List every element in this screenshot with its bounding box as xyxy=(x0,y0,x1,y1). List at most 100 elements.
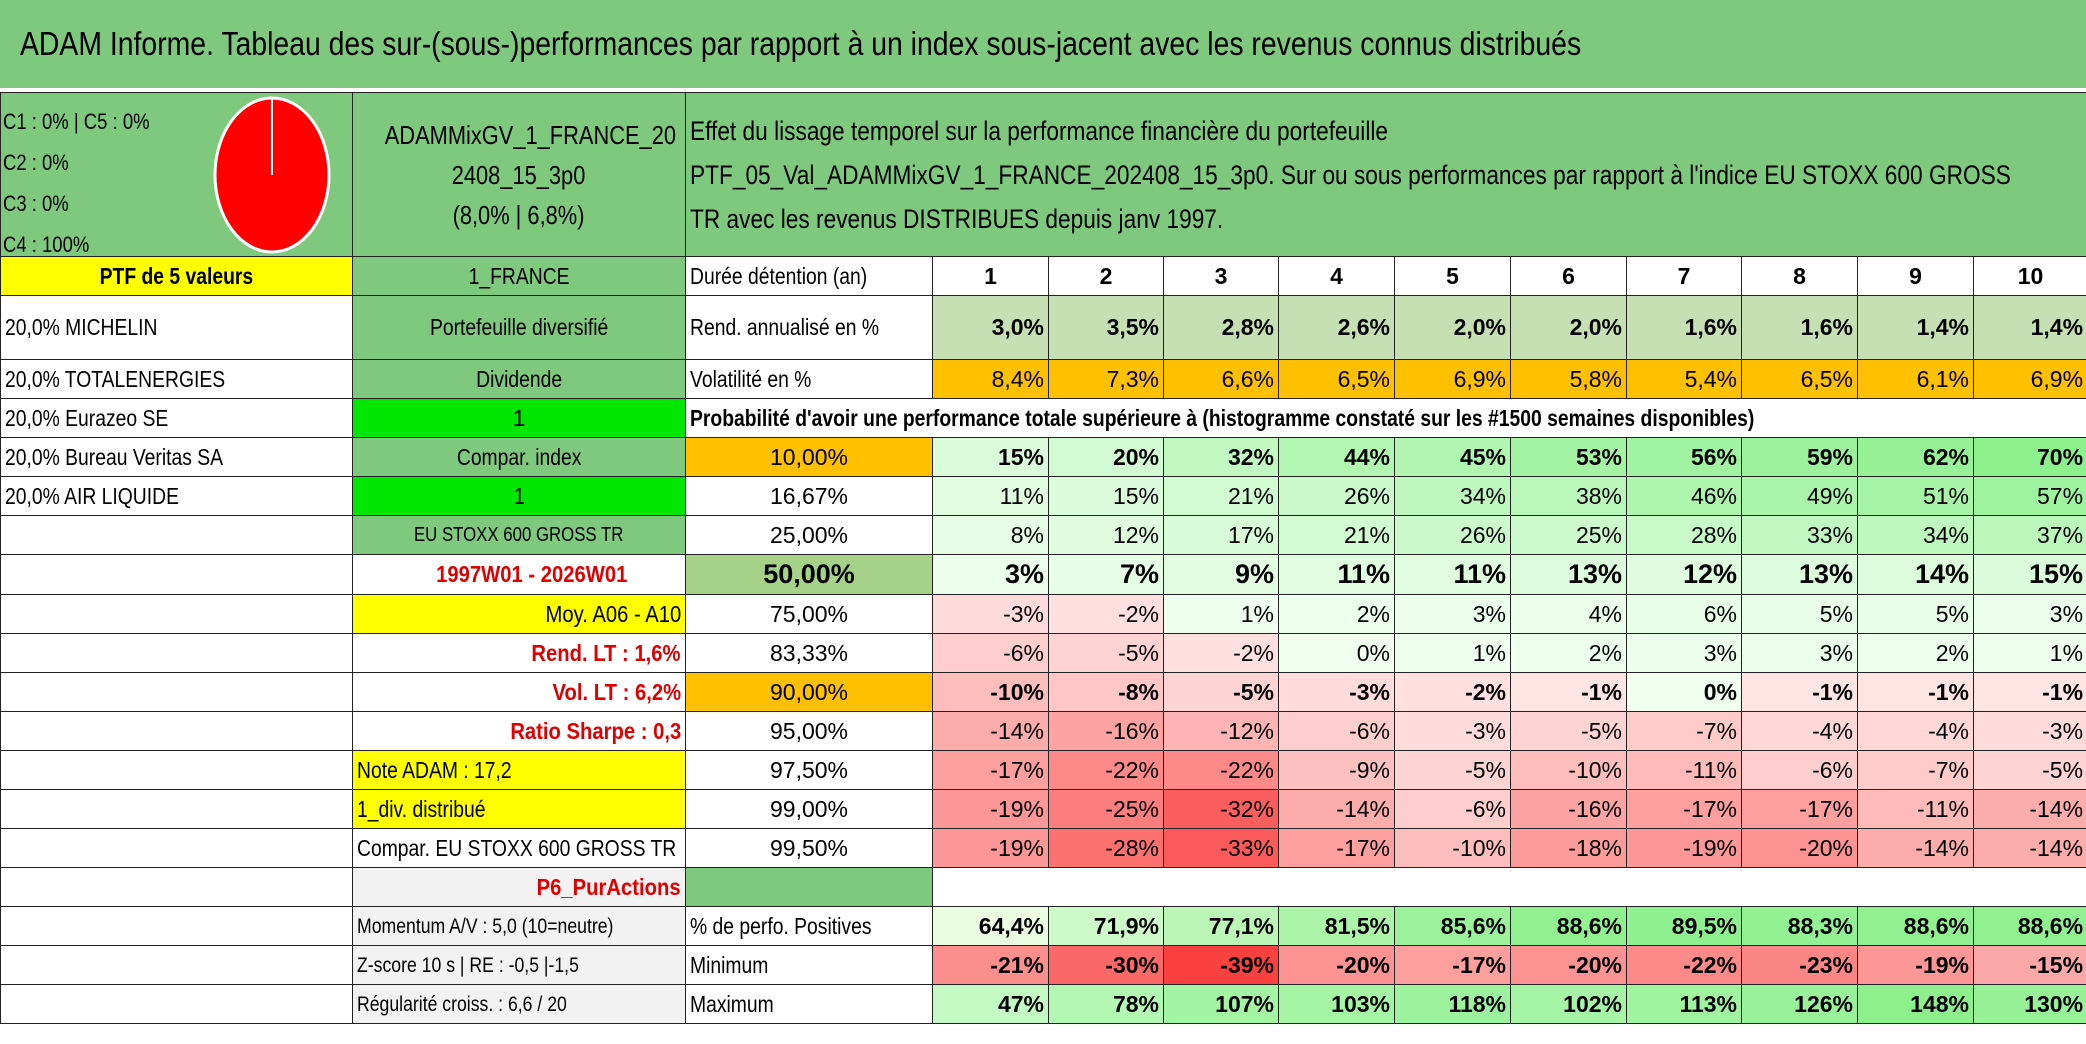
quantile-cell: 13% xyxy=(1510,554,1627,595)
quantile-cell: 2% xyxy=(1510,633,1627,673)
quantile-cell: 59% xyxy=(1741,437,1858,477)
quantile-cell: -5% xyxy=(1163,672,1279,712)
quantile-cell: -9% xyxy=(1278,750,1395,790)
quantile-cell: -5% xyxy=(1394,750,1511,790)
quantile-cell: 21% xyxy=(1163,476,1279,516)
compar-index-label: Compar. index xyxy=(352,437,686,477)
quantile-cell: 3% xyxy=(932,554,1049,595)
quantile-cell: 44% xyxy=(1278,437,1395,477)
positive-cell: 88,6% xyxy=(1510,906,1627,946)
quantile-cell: 8% xyxy=(932,515,1049,555)
quantile-row: 20,0% Bureau Veritas SA Compar. index 10,0… xyxy=(0,437,2086,477)
quantile-label: 10,00% xyxy=(685,437,933,477)
quantile-row: 20,0% AIR LIQUIDE 1 16,67% 11% 15% 21% 26% 34% 3… xyxy=(0,476,2086,516)
diversified-label: Portefeuille diversifié xyxy=(352,295,686,360)
quantile-cell: -32% xyxy=(1163,789,1279,829)
quantile-cell: 13% xyxy=(1741,554,1858,595)
quantile-cell: -14% xyxy=(1857,828,1974,868)
quantile-cell: 11% xyxy=(1278,554,1395,595)
quantile-cell: 32% xyxy=(1163,437,1279,477)
quantile-label: 83,33% xyxy=(685,633,933,673)
quantile-label: 90,00% xyxy=(685,672,933,712)
quantile-cell: 3% xyxy=(1972,594,2086,634)
p6-label: P6_PurActions xyxy=(352,867,686,907)
quantile-cell: 25% xyxy=(1510,515,1627,555)
report-description: Effet du lissage temporel sur la perform… xyxy=(684,92,2086,257)
compar-full-label: Compar. EU STOXX 600 GROSS TR xyxy=(352,828,686,868)
rend-cell: 2,0% xyxy=(1510,295,1627,360)
portfolio-name: ADAMMixGV_1_FRANCE_20 2408_15_3p0 (8,0% … xyxy=(352,92,686,257)
quantile-cell: 12% xyxy=(1626,554,1742,595)
quantile-cell: 9% xyxy=(1163,554,1279,595)
quantile-cell: 7% xyxy=(1048,554,1164,595)
year-header: 6 xyxy=(1510,256,1627,296)
quantile-cell: -14% xyxy=(1278,789,1395,829)
quantile-row: 1997W01 - 2026W01 50,00% 3% 7% 9% 11% 11% 13% 12… xyxy=(0,554,2086,595)
quantile-cell: -1% xyxy=(1857,672,1974,712)
quantile-cell: -1% xyxy=(1741,672,1858,712)
quantile-cell: -5% xyxy=(1048,633,1164,673)
rend-cell: 2,8% xyxy=(1163,295,1279,360)
report-title: ADAM Informe. Tableau des sur-(sous-)per… xyxy=(0,0,2086,88)
quantile-cell: 38% xyxy=(1510,476,1627,516)
momentum-label: Momentum A/V : 5,0 (10=neutre) xyxy=(352,906,686,946)
empty-cell xyxy=(685,867,933,907)
minimum-cell: -22% xyxy=(1626,945,1742,985)
quantile-cell: -11% xyxy=(1857,789,1974,829)
quantile-cell: 51% xyxy=(1857,476,1974,516)
legend-c1-c5: C1 : 0% | C5 : 0% xyxy=(3,109,150,134)
one-flag-b: 1 xyxy=(352,476,686,516)
quantile-cell: -10% xyxy=(932,672,1049,712)
rend-cell: 1,4% xyxy=(1972,295,2086,360)
quantile-cell: 2% xyxy=(1278,594,1395,634)
quantile-cell: -10% xyxy=(1510,750,1627,790)
quantile-cell: -8% xyxy=(1048,672,1164,712)
quantile-cell: -5% xyxy=(1510,711,1627,751)
quantile-cell: 2% xyxy=(1857,633,1974,673)
minimum-cell: -30% xyxy=(1048,945,1164,985)
maximum-cell: 118% xyxy=(1394,984,1511,1024)
quantile-label: 75,00% xyxy=(685,594,933,634)
quantile-cell: 26% xyxy=(1278,476,1395,516)
quantile-cell: -7% xyxy=(1626,711,1742,751)
quantile-cell: -3% xyxy=(1972,711,2086,751)
positive-cell: 64,4% xyxy=(932,906,1049,946)
positive-cell: 88,6% xyxy=(1857,906,1974,946)
quantile-cell: -19% xyxy=(932,828,1049,868)
quantile-cell: -10% xyxy=(1394,828,1511,868)
legend-c3: C3 : 0% xyxy=(3,191,69,216)
quantile-cell: 1% xyxy=(1163,594,1279,634)
moy-label: Moy. A06 - A10 xyxy=(352,594,686,634)
empty-cell xyxy=(0,672,353,712)
quantile-cell: 15% xyxy=(1048,476,1164,516)
quantile-cell: 28% xyxy=(1626,515,1742,555)
maximum-cell: 107% xyxy=(1163,984,1279,1024)
quantile-row: EU STOXX 600 GROSS TR 25,00% 8% 12% 17% 21% 26… xyxy=(0,515,2086,555)
quantile-row: Ratio Sharpe : 0,3 95,00% -14% -16% -12% -6% -… xyxy=(0,711,2086,751)
positive-cell: 89,5% xyxy=(1626,906,1742,946)
positive-cell: 88,6% xyxy=(1972,906,2086,946)
quantile-cell: 3% xyxy=(1626,633,1742,673)
quantile-cell: -4% xyxy=(1857,711,1974,751)
empty-cell xyxy=(0,554,353,595)
quantile-cell: 1% xyxy=(1972,633,2086,673)
quantile-cell: -22% xyxy=(1163,750,1279,790)
quantile-row: Moy. A06 - A10 75,00% -3% -2% 1% 2% 3% 4% 6% 5% 5%… xyxy=(0,594,2086,634)
quantile-cell: -19% xyxy=(1626,828,1742,868)
quantile-cell: -14% xyxy=(1972,789,2086,829)
empty-cell xyxy=(0,789,353,829)
year-header: 2 xyxy=(1048,256,1164,296)
empty-cell xyxy=(0,750,353,790)
quantile-cell: -25% xyxy=(1048,789,1164,829)
maximum-label: Maximum xyxy=(685,984,933,1024)
maximum-cell: 103% xyxy=(1278,984,1395,1024)
vol-cell: 6,1% xyxy=(1857,359,1974,399)
vol-cell: 7,3% xyxy=(1048,359,1164,399)
holding-2: 20,0% TOTALENERGIES xyxy=(0,359,353,399)
empty-cell xyxy=(0,906,353,946)
quantile-cell: -4% xyxy=(1741,711,1858,751)
quantile-cell: 5% xyxy=(1857,594,1974,634)
empty-cell xyxy=(0,867,353,907)
vol-cell: 5,8% xyxy=(1510,359,1627,399)
positive-label: % de perfo. Positives xyxy=(685,906,933,946)
